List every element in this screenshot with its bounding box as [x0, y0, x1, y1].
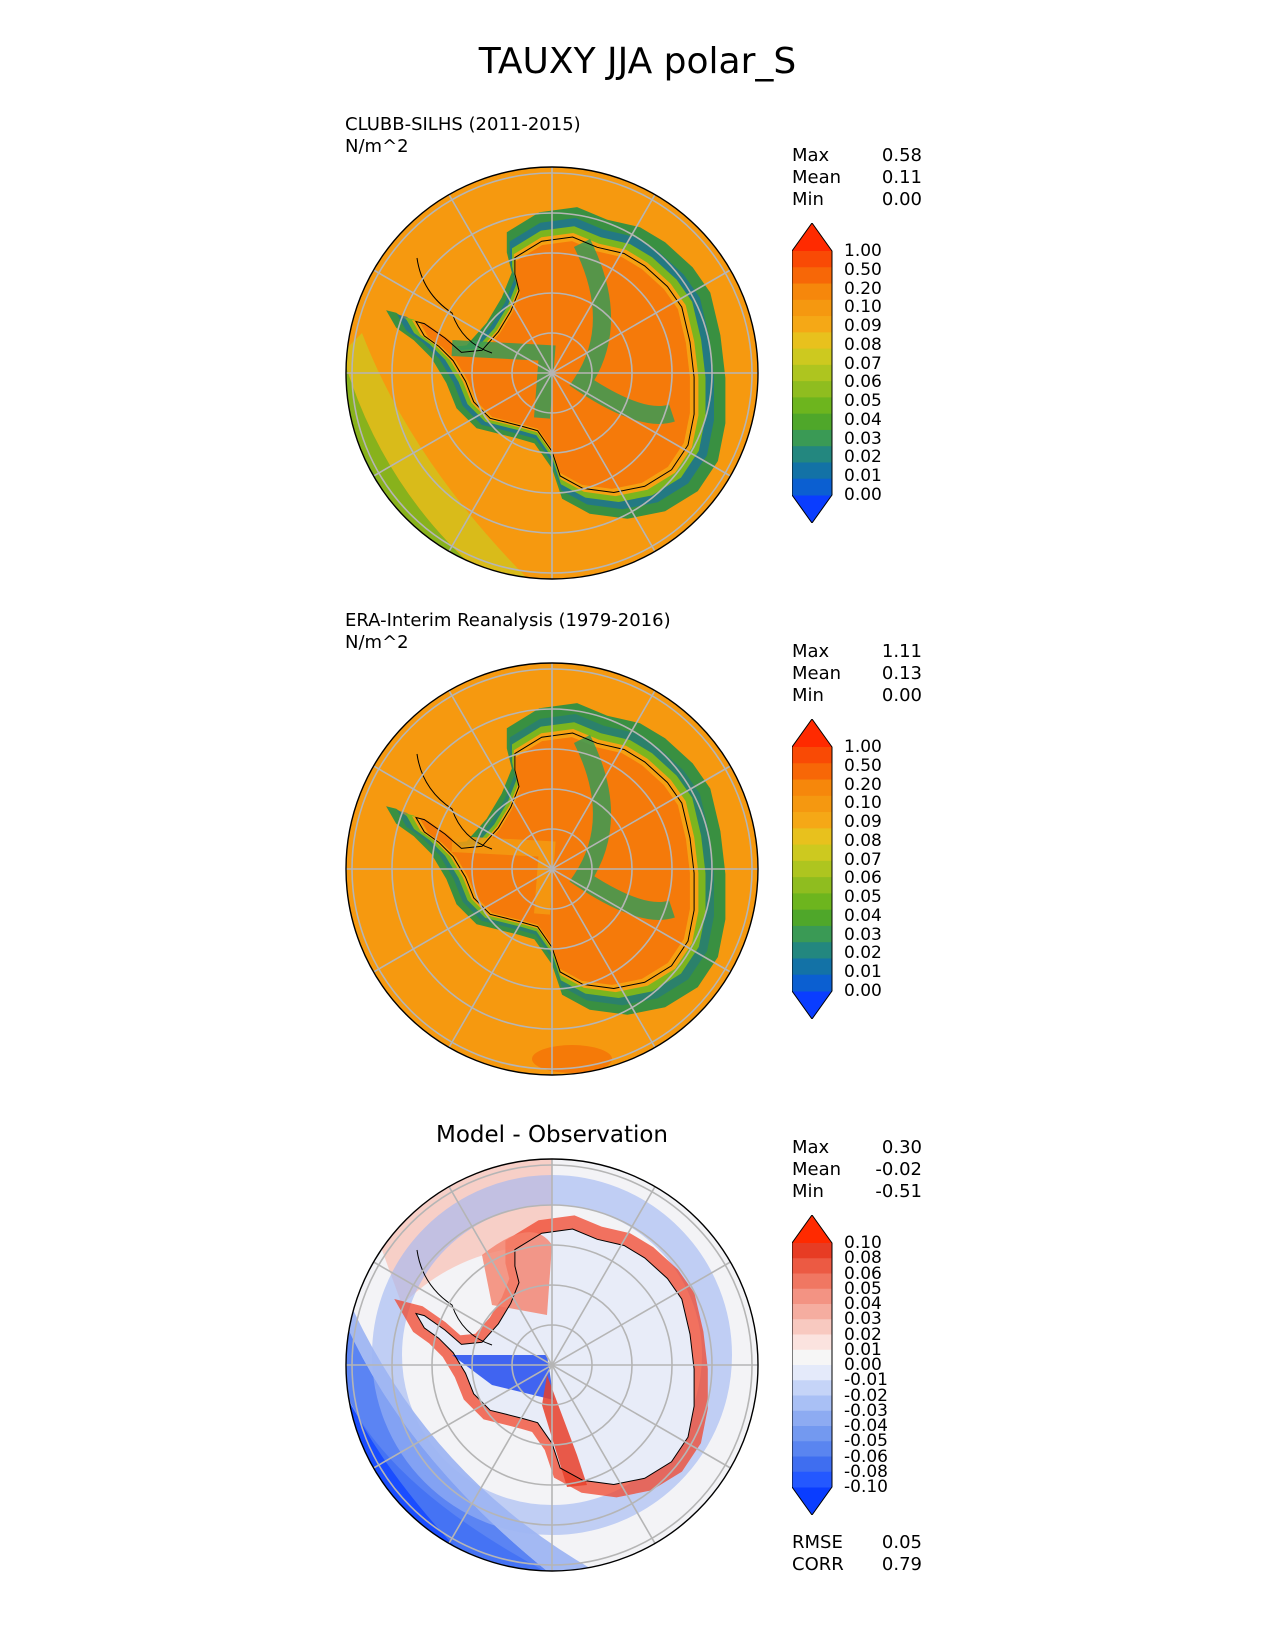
colorbar-tick-label: 0.00	[844, 981, 882, 1001]
stat-label: Min	[792, 1181, 824, 1202]
panel-3-stats: Max 0.30 Mean -0.02 Min -0.51	[792, 1137, 922, 1203]
colorbar-panel-3: 0.10 0.08 0.06 0.05 0.04 0.03 0.02 0.01 0.00 -0.0…	[792, 1215, 912, 1515]
colorbar-tick-label: 0.04	[844, 1294, 882, 1314]
colorbar-tick-label: 0.06	[844, 868, 882, 889]
colorbar-tick-label: 0.01	[844, 1339, 882, 1360]
colorbar-tick-label: 0.00	[844, 1355, 882, 1375]
polar-map-svg	[345, 166, 759, 580]
panel-1-stats: Max 0.58 Mean 0.11 Min 0.00	[792, 145, 922, 211]
colorbar-tick-label: 0.08	[844, 830, 882, 851]
polar-map-observation	[342, 659, 762, 1079]
stat-value: 0.79	[881, 1554, 922, 1575]
colorbar-tick-label: 0.09	[844, 316, 882, 337]
stat-label: Max	[792, 641, 830, 662]
polar-map-svg	[345, 1158, 759, 1572]
stat-label: Min	[792, 685, 824, 706]
colorbar-tick-label: 0.09	[844, 812, 882, 833]
stat-value: 0.05	[881, 1532, 922, 1553]
colorbar-tick-label: 0.03	[844, 924, 882, 945]
colorbar-tick-label: 0.08	[844, 1248, 882, 1269]
stat-label: Max	[792, 1137, 830, 1158]
colorbar-tick-label: -0.03	[844, 1400, 888, 1421]
stat-value: 0.13	[881, 663, 922, 684]
colorbar-svg	[792, 719, 833, 1019]
colorbar-tick-label: -0.08	[844, 1461, 888, 1482]
colorbar-tick-label: 0.06	[844, 1263, 882, 1284]
figure-title: TAUXY JJA polar_S	[478, 41, 797, 82]
colorbar-tick-label: -0.01	[844, 1370, 888, 1391]
colorbar-panel-1: 1.00 0.50 0.20 0.10 0.09 0.08 0.07 0.06 0.05 0.04…	[792, 223, 912, 523]
colorbar-tick-label: 0.07	[844, 849, 882, 870]
stat-label: Mean	[792, 167, 842, 188]
stat-value: 1.11	[881, 641, 922, 662]
colorbar-tick-label: 0.05	[844, 391, 882, 412]
panel-2-stats: Max 1.11 Mean 0.13 Min 0.00	[792, 641, 922, 707]
colorbar-tick-label: -0.02	[844, 1385, 888, 1406]
colorbar-svg	[792, 1215, 833, 1515]
colorbar-tick-label: -0.05	[844, 1431, 888, 1452]
colorbar-tick-label: 0.50	[844, 259, 882, 280]
colorbar-tick-label: -0.04	[844, 1416, 888, 1436]
colorbar-tick-label: 0.08	[844, 334, 882, 355]
stat-label: Mean	[792, 1159, 842, 1180]
colorbar-tick-label: 0.05	[844, 887, 882, 908]
colorbar-tick-label: 0.10	[844, 297, 882, 318]
colorbar-tick-label: 0.50	[844, 755, 882, 776]
colorbar-tick-label: 1.00	[844, 737, 882, 757]
colorbar-tick-label: 0.02	[844, 1324, 882, 1345]
colorbar-svg	[792, 223, 833, 523]
stat-label: RMSE	[792, 1532, 843, 1553]
stat-label: Mean	[792, 663, 842, 684]
colorbar-tick-label: 1.00	[844, 241, 882, 261]
colorbar-tick-label: 0.10	[844, 1233, 882, 1253]
colorbar-tick-label: 0.05	[844, 1278, 882, 1299]
stat-value: -0.51	[875, 1181, 922, 1202]
colorbar-tick-label: 0.06	[844, 372, 882, 393]
stat-value: -0.02	[875, 1159, 922, 1180]
polar-map-model	[342, 163, 762, 583]
colorbar-tick-label: 0.04	[844, 409, 882, 430]
stat-value: 0.11	[881, 167, 922, 188]
colorbar-tick-label: 0.20	[844, 278, 882, 299]
panel-2-title: ERA-Interim Reanalysis (1979-2016)	[345, 610, 671, 631]
stat-value: 0.30	[881, 1137, 922, 1158]
colorbar-tick-label: -0.10	[844, 1477, 888, 1497]
colorbar-tick-label: -0.06	[844, 1446, 888, 1467]
colorbar-tick-label: 0.01	[844, 962, 882, 983]
stat-label: Min	[792, 189, 824, 210]
panel-1-title: CLUBB-SILHS (2011-2015)	[345, 114, 581, 135]
colorbar-tick-label: 0.02	[844, 943, 882, 964]
panel-1-units: N/m^2	[345, 136, 409, 157]
panel-3-error-stats: RMSE 0.05 CORR 0.79	[792, 1532, 922, 1576]
colorbar-panel-2: 1.00 0.50 0.20 0.10 0.09 0.08 0.07 0.06 0.05 0.04…	[792, 719, 912, 1019]
colorbar-tick-label: 0.00	[844, 485, 882, 505]
panel-3-title: Model - Observation	[435, 1122, 669, 1148]
stat-value: 0.58	[881, 145, 922, 166]
stat-value: 0.00	[881, 189, 922, 210]
colorbar-tick-label: 0.03	[844, 1309, 882, 1330]
colorbar-tick-label: 0.01	[844, 466, 882, 487]
colorbar-tick-label: 0.07	[844, 353, 882, 374]
colorbar-tick-label: 0.02	[844, 447, 882, 468]
stat-label: CORR	[792, 1554, 844, 1575]
polar-map-difference	[342, 1155, 762, 1575]
colorbar-tick-label: 0.03	[844, 428, 882, 449]
stat-value: 0.00	[881, 685, 922, 706]
panel-2-units: N/m^2	[345, 632, 409, 653]
polar-map-svg	[345, 662, 759, 1076]
stat-label: Max	[792, 145, 830, 166]
colorbar-tick-label: 0.10	[844, 793, 882, 814]
colorbar-tick-label: 0.20	[844, 774, 882, 795]
colorbar-tick-label: 0.04	[844, 905, 882, 926]
